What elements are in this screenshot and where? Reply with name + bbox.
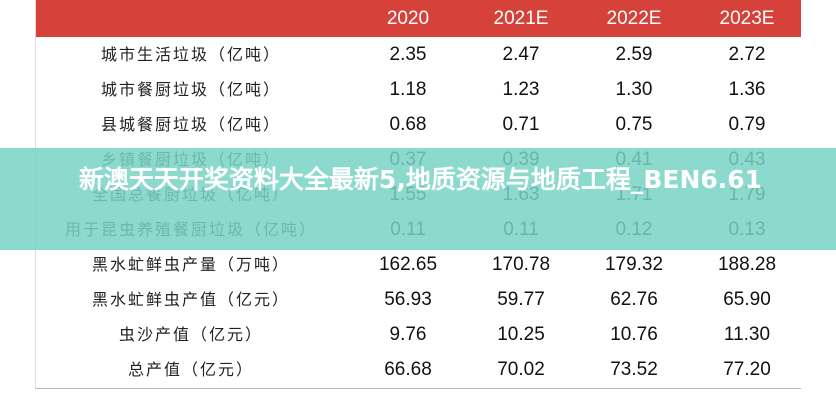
value-cell: 0.75 (615, 114, 653, 135)
value-cell: 11.30 (723, 324, 771, 345)
header-cell: 2020 (386, 8, 430, 29)
value-cell: 0.68 (389, 114, 427, 135)
value-cell: 62.76 (610, 289, 658, 310)
value-cell: 65.90 (723, 289, 771, 310)
row-label: 黑水虻鲜虫产量（万吨） (91, 255, 290, 274)
value-cell: 162.65 (378, 254, 438, 275)
watermark-banner: 新澳天天开奖资料大全最新5,地质资源与地质工程_BEN6.61 (0, 148, 836, 250)
value-cell: 1.18 (389, 79, 427, 100)
row-label: 城市生活垃圾（亿吨） (100, 45, 281, 64)
value-cell: 170.78 (491, 254, 551, 275)
value-cell: 73.52 (610, 359, 658, 380)
value-cell: 1.23 (502, 79, 540, 100)
value-cell: 2.72 (728, 44, 766, 65)
value-cell: 70.02 (497, 359, 545, 380)
row-label: 黑水虻鲜虫产值（亿元） (91, 290, 290, 309)
value-cell: 0.79 (728, 114, 766, 135)
row-label: 县城餐厨垃圾（亿吨） (100, 115, 281, 134)
value-cell: 10.76 (610, 324, 658, 345)
value-cell: 56.93 (384, 289, 432, 310)
value-cell: 2.35 (389, 44, 427, 65)
value-cell: 2.47 (502, 44, 540, 65)
value-cell: 66.68 (384, 359, 432, 380)
header-band (36, 0, 801, 37)
value-cell: 0.71 (502, 114, 540, 135)
value-cell: 1.30 (615, 79, 653, 100)
value-cell: 188.28 (717, 254, 777, 275)
value-cell: 9.76 (389, 324, 427, 345)
header-cell: 2021E (493, 8, 549, 29)
value-cell: 77.20 (723, 359, 771, 380)
value-cell: 1.36 (728, 79, 766, 100)
value-cell: 59.77 (497, 289, 545, 310)
value-cell: 10.25 (497, 324, 545, 345)
watermark-text: 新澳天天开奖资料大全最新5,地质资源与地质工程_BEN6.61 (78, 165, 763, 194)
row-label: 总产值（亿元） (127, 360, 254, 379)
value-cell: 2.59 (615, 44, 653, 65)
value-cell: 179.32 (604, 254, 664, 275)
header-cell: 2023E (719, 8, 775, 29)
row-label: 虫沙产值（亿元） (118, 325, 263, 344)
header-cell: 2022E (606, 8, 662, 29)
row-label: 城市餐厨垃圾（亿吨） (100, 80, 281, 99)
